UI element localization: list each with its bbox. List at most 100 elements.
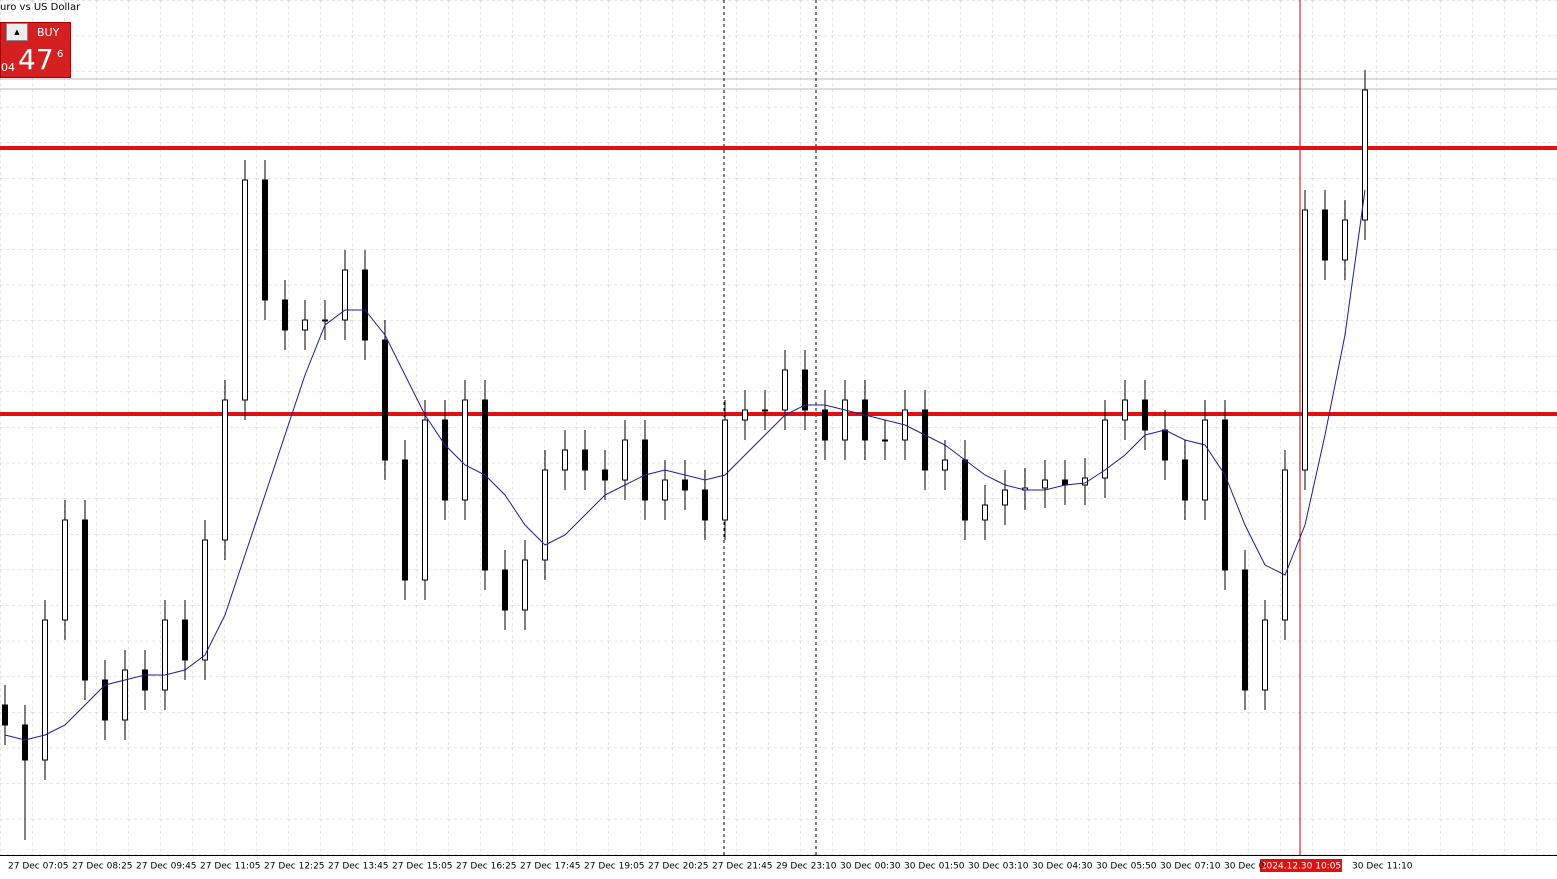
candle-body (782, 369, 788, 411)
candle-body (562, 449, 568, 471)
candle-body (1282, 469, 1288, 621)
candle-body (982, 504, 988, 521)
price-sup: 6 (57, 49, 64, 60)
cursor-label: 2024.12.30 10:05 (1261, 862, 1341, 872)
candle-body (282, 299, 288, 331)
candle-body (142, 669, 148, 691)
candle-body (502, 569, 508, 611)
x-tick-label: 30 Dec 01:50 (904, 862, 965, 872)
x-tick-label: 27 Dec 19:05 (584, 862, 645, 872)
candle-body (242, 179, 248, 401)
x-tick-label: 27 Dec 12:25 (264, 862, 325, 872)
candle-body (1122, 399, 1128, 421)
spacer (5, 43, 27, 59)
x-tick-label: 27 Dec 15:05 (392, 862, 453, 872)
candle-body (1262, 619, 1268, 691)
candle-body (1002, 489, 1008, 506)
x-tick-label: 30 Dec 11:10 (1352, 862, 1413, 872)
candle-body (802, 369, 808, 411)
x-tick-label: 30 Dec 05:50 (1096, 862, 1157, 872)
x-tick-label: 27 Dec 09:45 (136, 862, 197, 872)
x-tick-label: 30 Dec 03:10 (968, 862, 1029, 872)
x-tick-label: 27 Dec 11:05 (200, 862, 261, 872)
candle-body (1222, 419, 1228, 571)
candle-body (882, 439, 888, 442)
price-small: 04 (1, 61, 15, 74)
candle-body (702, 489, 708, 521)
x-tick-label: 27 Dec 08:25 (72, 862, 133, 872)
candle-body (442, 419, 448, 501)
candle-body (962, 459, 968, 521)
candle-body (862, 399, 868, 441)
cursor-label-bg (1260, 859, 1342, 872)
candle-body (522, 559, 528, 611)
candle-body (662, 479, 668, 501)
x-tick-label: 27 Dec 20:25 (648, 862, 709, 872)
candle-body (1102, 419, 1108, 479)
candle-body (722, 419, 728, 521)
x-tick-label: 30 Dec 07:10 (1160, 862, 1221, 872)
x-tick-label: 27 Dec 17:45 (520, 862, 581, 872)
candle-body (1142, 399, 1148, 431)
buy-button[interactable]: BUY (37, 26, 60, 39)
candle-body (1302, 209, 1308, 471)
candle-body (1202, 419, 1208, 501)
candle-body (22, 724, 28, 761)
symbol-title: uro vs US Dollar (0, 2, 81, 13)
spin-up[interactable]: ▲ (6, 23, 28, 41)
candle-body (762, 409, 768, 412)
candle-body (1242, 569, 1248, 691)
candle-body (622, 439, 628, 481)
candle-body (922, 409, 928, 471)
x-tick-label: 30 Dec 04:30 (1032, 862, 1093, 872)
candle-body (382, 339, 388, 461)
candle-body (542, 469, 548, 561)
candle-body (402, 459, 408, 581)
candle-body (182, 619, 188, 661)
x-tick-label: 27 Dec 07:05 (8, 862, 69, 872)
candle-body (462, 399, 468, 501)
candle-body (302, 319, 308, 331)
candle-body (482, 399, 488, 571)
candle-body (642, 439, 648, 501)
candle-body (1322, 209, 1328, 261)
candle-body (1062, 479, 1068, 486)
x-tick-label: 27 Dec 21:45 (712, 862, 773, 872)
candle-body (822, 409, 828, 441)
candle-body (742, 409, 748, 421)
grid (0, 0, 1557, 855)
candle-body (1362, 89, 1368, 221)
candle-body (262, 179, 268, 301)
candle-body (2, 704, 8, 726)
candle-body (42, 619, 48, 761)
moving-average (4, 189, 1366, 741)
candle-body (1042, 479, 1048, 489)
candle-body (422, 419, 428, 581)
candle-body (1162, 429, 1168, 461)
candle-body (1342, 219, 1348, 261)
candle-body (342, 269, 348, 321)
marks (0, 70, 1557, 840)
candle-body (1182, 459, 1188, 501)
candle-body (162, 619, 168, 691)
candle-body (222, 399, 228, 541)
x-tick-label: 27 Dec 16:25 (456, 862, 517, 872)
x-tick-label: 29 Dec 23:10 (776, 862, 837, 872)
candle-body (582, 449, 588, 471)
candle-body (322, 319, 328, 322)
candle-body (842, 399, 848, 441)
candle-body (942, 459, 948, 471)
candle-body (122, 669, 128, 721)
candle-body (102, 679, 108, 721)
x-tick-label: 27 Dec 13:45 (328, 862, 389, 872)
candle-body (682, 479, 688, 491)
candle-body (602, 469, 608, 481)
x-tick-label: 30 Dec 0 (1224, 862, 1265, 872)
buy-panel[interactable]: BUY 04 47 6 (0, 22, 71, 78)
x-tick-label: 30 Dec 00:30 (840, 862, 901, 872)
candle-body (82, 519, 88, 681)
candle-body (362, 269, 368, 341)
price-big: 47 (18, 43, 54, 76)
